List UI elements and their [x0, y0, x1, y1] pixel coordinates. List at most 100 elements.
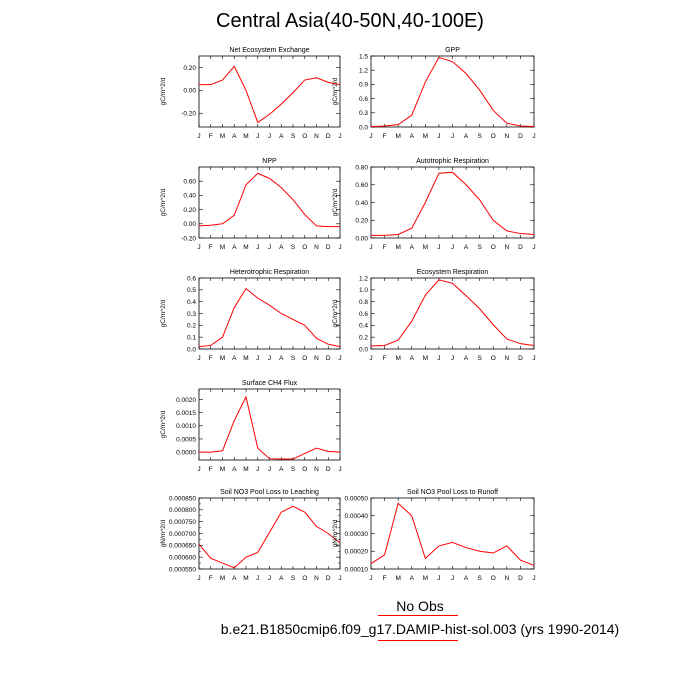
y-tick-label: 0.000750 [169, 519, 196, 526]
legend-label: No Obs [396, 598, 444, 614]
x-tick-label: J [369, 575, 372, 582]
x-tick-label: A [464, 133, 469, 140]
x-tick-label: D [326, 133, 331, 140]
y-tick-label: 0.9 [359, 82, 368, 89]
x-tick-label: N [504, 575, 509, 582]
x-tick-label: A [279, 355, 284, 362]
x-tick-label: J [256, 466, 259, 473]
panel-title: GPP [445, 47, 460, 54]
x-tick-label: F [383, 575, 387, 582]
panel-title: Heterotrophic Respiration [230, 269, 309, 276]
x-tick-label: A [279, 466, 284, 473]
y-tick-label: 0.000650 [169, 543, 196, 550]
y-tick-label: 0.00010 [345, 566, 369, 573]
y-tick-label: -0.20 [181, 235, 196, 242]
x-tick-label: O [302, 355, 307, 362]
x-tick-label: J [268, 244, 271, 251]
x-tick-label: A [410, 133, 415, 140]
y-axis-label: gC/m^2/d [332, 77, 339, 105]
y-tick-label: 0.00 [183, 221, 196, 228]
x-tick-label: F [383, 133, 387, 140]
x-tick-label: O [302, 575, 307, 582]
x-tick-label: J [268, 466, 271, 473]
x-tick-label: J [451, 355, 454, 362]
x-tick-label: S [477, 133, 482, 140]
x-tick-label: O [491, 575, 496, 582]
x-tick-label: D [326, 466, 331, 473]
x-tick-label: J [338, 355, 341, 362]
x-tick-label: J [338, 575, 341, 582]
series-line [198, 505, 341, 569]
x-tick-label: F [383, 355, 387, 362]
x-tick-label: M [395, 355, 400, 362]
x-tick-label: J [451, 133, 454, 140]
x-tick-label: J [451, 575, 454, 582]
y-tick-label: 0.2 [359, 334, 368, 341]
x-tick-label: S [291, 575, 296, 582]
x-tick-label: D [326, 244, 331, 251]
panel-9: Soil NO3 Pool Loss to Runoff J F M A M J J A S O N D… [332, 489, 536, 582]
x-tick-label: F [209, 575, 213, 582]
y-tick-label: 0.2 [187, 323, 196, 330]
x-tick-label: D [518, 575, 523, 582]
x-tick-label: A [232, 133, 237, 140]
x-tick-label: O [302, 133, 307, 140]
x-tick-label: N [314, 575, 319, 582]
y-tick-label: 0.20 [183, 65, 196, 72]
plot-frame [198, 55, 341, 128]
x-tick-label: D [326, 355, 331, 362]
legend-line-top [378, 615, 458, 616]
x-tick-label: M [243, 575, 248, 582]
x-tick-label: S [291, 244, 296, 251]
series-line [199, 395, 341, 460]
x-tick-label: M [243, 355, 248, 362]
x-tick-label: S [291, 355, 296, 362]
y-tick-label: 0.6 [187, 275, 196, 282]
x-tick-label: J [338, 244, 341, 251]
plot-frame [370, 277, 535, 350]
x-tick-label: S [477, 355, 482, 362]
series-line [198, 172, 340, 228]
x-tick-label: M [220, 133, 225, 140]
y-tick-label: 0.0010 [176, 423, 196, 430]
x-tick-label: J [256, 133, 259, 140]
x-tick-label: A [232, 355, 237, 362]
y-tick-label: 1.5 [359, 53, 368, 60]
y-tick-label: 0.80 [355, 164, 368, 171]
x-tick-label: M [423, 575, 428, 582]
x-tick-label: A [232, 466, 237, 473]
x-tick-label: A [410, 355, 415, 362]
y-tick-label: 0.6 [359, 311, 368, 318]
plot-frame [198, 497, 341, 570]
y-tick-label: 1.2 [359, 68, 368, 75]
x-tick-label: J [268, 575, 271, 582]
y-axis-label: gC/m^2/d [160, 188, 167, 216]
y-tick-label: 0.1 [187, 334, 196, 341]
x-tick-label: J [532, 244, 535, 251]
panel-title: Ecosystem Respiration [417, 269, 489, 276]
y-tick-label: 0.0000 [176, 449, 196, 456]
y-tick-label: 0.8 [359, 299, 368, 306]
y-axis-label: gC/m^2/d [332, 299, 339, 327]
series-line [370, 279, 535, 347]
panel-title: NPP [262, 158, 277, 165]
x-tick-label: M [395, 133, 400, 140]
x-tick-label: S [477, 575, 482, 582]
y-tick-label: 0.00050 [345, 495, 369, 502]
y-tick-label: 0.6 [359, 96, 368, 103]
x-tick-label: S [291, 133, 296, 140]
x-tick-label: J [532, 355, 535, 362]
x-tick-label: D [518, 244, 523, 251]
y-tick-label: 0.0015 [176, 410, 196, 417]
y-tick-label: 0.0005 [176, 436, 196, 443]
x-tick-label: J [369, 244, 372, 251]
x-tick-label: J [451, 244, 454, 251]
x-tick-label: M [243, 466, 248, 473]
y-tick-label: 0.00 [355, 235, 368, 242]
